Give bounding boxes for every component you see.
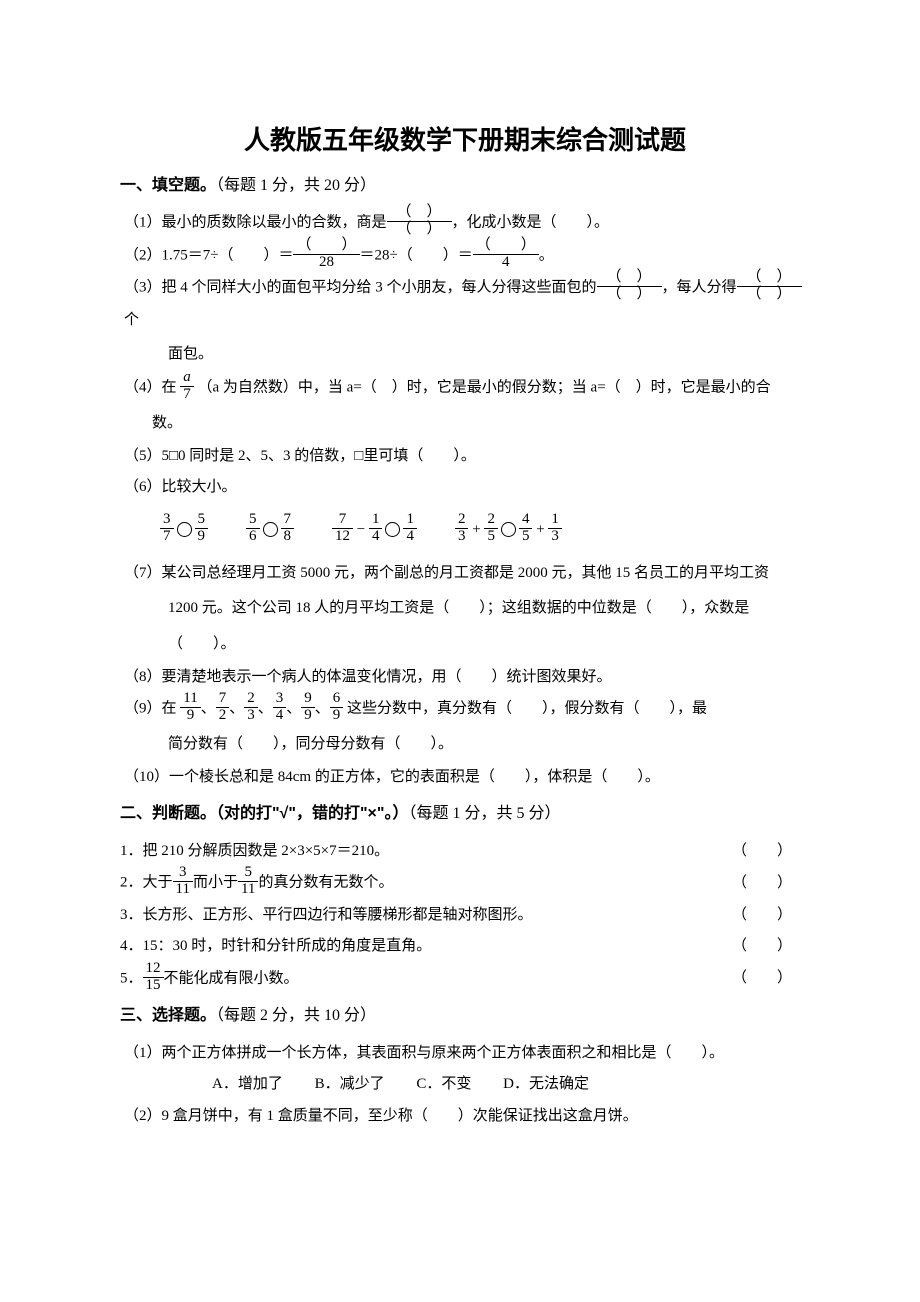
q3-suffix: 个 xyxy=(124,312,139,328)
q1-prefix: （1）最小的质数除以最小的合数，商是 xyxy=(124,215,387,231)
section-1-header: 一、填空题。（每题 1 分，共 20 分） xyxy=(120,171,810,201)
choice-2: （2）9 盒月饼中，有 1 盒质量不同，至少称（ ）次能保证找出这盒月饼。 xyxy=(124,1101,810,1133)
judge-answer-blank: （ ） xyxy=(732,963,792,995)
q2-prefix: （2）1.75＝7÷（ ）＝ xyxy=(124,248,293,264)
judge-2-text: 2．大于311而小于511的真分数有无数个。 xyxy=(120,867,393,900)
q7-line1: （7）某公司总经理月工资 5000 元，两个副总的月工资都是 2000 元，其他… xyxy=(124,565,769,581)
q9-suffix: 这些分数中，真分数有（ ），假分数有（ ），最 xyxy=(347,701,707,717)
section-1-note: （每题 1 分，共 20 分） xyxy=(216,177,376,194)
q4-line2: 数。 xyxy=(152,405,810,441)
section-3-header: 三、选择题。（每题 2 分，共 10 分） xyxy=(120,1001,810,1031)
q3-frac2: （ ）（ ） xyxy=(737,270,802,303)
q4-mid: （a 为自然数）中，当 a=（ ）时，它是最小的假分数；当 a=（ ）时，它是最… xyxy=(198,380,771,396)
q7-line2: 1200 元。这个公司 18 人的月平均工资是（ ）；这组数据的中位数是（ ），… xyxy=(168,590,810,626)
q4-frac: a7 xyxy=(180,370,194,403)
q7-line3: （ ）。 xyxy=(168,626,810,662)
q3-prefix: （3）把 4 个同样大小的面包平均分给 3 个小朋友，每人分得这些面包的 xyxy=(124,280,597,296)
q1: （1）最小的质数除以最小的合数，商是（ ）（ ），化成小数是（ ）。 xyxy=(124,207,810,240)
q1-fraction: （ ）（ ） xyxy=(387,205,452,238)
section-3-bold: 三、选择题。 xyxy=(120,1007,216,1024)
compare-g3: 712 − 1414 xyxy=(332,514,417,547)
q3-mid: ，每人分得 xyxy=(662,280,737,296)
choice-1-opt-b: B．减少了 xyxy=(315,1069,385,1101)
section-2-bold: 二、判断题。（对的打"√"，错的打"×"。） xyxy=(120,805,408,822)
compare-g2: 5678 xyxy=(246,514,294,547)
compare-g1: 3759 xyxy=(160,514,208,547)
choice-1-opt-a: A．增加了 xyxy=(212,1069,283,1101)
compare-g4: 23 + 2545 + 13 xyxy=(455,514,562,547)
q9-prefix: （9）在 xyxy=(124,701,177,717)
q4-prefix: （4）在 xyxy=(124,380,177,396)
circle-icon xyxy=(263,522,278,537)
q10: （10）一个棱长总和是 84cm 的正方体，它的表面积是（ ），体积是（ ）。 xyxy=(124,762,810,794)
choice-1-opt-c: C．不变 xyxy=(416,1069,471,1101)
q2-suffix: 。 xyxy=(539,248,554,264)
judge-1-text: 1．把 210 分解质因数是 2×3×5×7＝210。 xyxy=(120,836,389,868)
q4: （4）在 a7 （a 为自然数）中，当 a=（ ）时，它是最小的假分数；当 a=… xyxy=(124,372,810,441)
judge-4: 4．15：30 时，时针和分针所成的角度是直角。 （ ） xyxy=(120,931,810,963)
section-1-bold: 一、填空题。 xyxy=(120,177,216,194)
q2: （2）1.75＝7÷（ ）＝（ ）28＝28÷（ ）＝（ ）4。 xyxy=(124,240,810,273)
q7: （7）某公司总经理月工资 5000 元，两个副总的月工资都是 2000 元，其他… xyxy=(124,558,810,662)
choice-1-opt-d: D．无法确定 xyxy=(503,1069,589,1101)
judge-2: 2．大于311而小于511的真分数有无数个。 （ ） xyxy=(120,867,810,900)
section-3-note: （每题 2 分，共 10 分） xyxy=(216,1007,376,1024)
circle-icon xyxy=(501,522,516,537)
judge-3-text: 3．长方形、正方形、平行四边行和等腰梯形都是轴对称图形。 xyxy=(120,900,533,932)
q6-compare-row: 3759 5678 712 − 1414 23 + 2545 + 13 xyxy=(160,514,810,547)
q3-frac1: （ ）（ ） xyxy=(597,270,662,303)
q2-mid: ＝28÷（ ）＝ xyxy=(360,248,473,264)
q5: （5）5□0 同时是 2、5、3 的倍数，□里可填（ ）。 xyxy=(124,441,810,473)
judge-answer-blank: （ ） xyxy=(732,836,792,868)
section-2-note: （每题 1 分，共 5 分） xyxy=(408,805,560,822)
circle-icon xyxy=(177,522,192,537)
choice-1-options: A．增加了 B．减少了 C．不变 D．无法确定 xyxy=(212,1069,810,1101)
judge-1: 1．把 210 分解质因数是 2×3×5×7＝210。 （ ） xyxy=(120,836,810,868)
q3: （3）把 4 个同样大小的面包平均分给 3 个小朋友，每人分得这些面包的（ ）（… xyxy=(124,272,810,372)
q9-line2: 简分数有（ ），同分母分数有（ ）。 xyxy=(168,726,810,762)
q2-frac1: （ ）28 xyxy=(293,238,359,271)
judge-answer-blank: （ ） xyxy=(732,868,792,900)
judge-5: 5．1215不能化成有限小数。 （ ） xyxy=(120,963,810,996)
q9: （9）在 119、72、23、34、99、69 这些分数中，真分数有（ ），假分… xyxy=(124,693,810,762)
section-2-header: 二、判断题。（对的打"√"，错的打"×"。）（每题 1 分，共 5 分） xyxy=(120,799,810,829)
circle-icon xyxy=(385,522,400,537)
judge-answer-blank: （ ） xyxy=(732,900,792,932)
judge-4-text: 4．15：30 时，时针和分针所成的角度是直角。 xyxy=(120,931,431,963)
q1-suffix: ，化成小数是（ ）。 xyxy=(452,215,610,231)
judge-5-text: 5．1215不能化成有限小数。 xyxy=(120,963,299,996)
choice-1: （1）两个正方体拼成一个长方体，其表面积与原来两个正方体表面积之和相比是（ ）。 xyxy=(124,1038,810,1070)
judge-3: 3．长方形、正方形、平行四边行和等腰梯形都是轴对称图形。 （ ） xyxy=(120,900,810,932)
q3-line2: 面包。 xyxy=(168,336,810,372)
page-title: 人教版五年级数学下册期末综合测试题 xyxy=(120,120,810,157)
q6: （6）比较大小。 xyxy=(124,472,810,504)
q2-frac2: （ ）4 xyxy=(473,238,539,271)
q8: （8）要清楚地表示一个病人的体温变化情况，用（ ）统计图效果好。 xyxy=(124,662,810,694)
judge-answer-blank: （ ） xyxy=(732,931,792,963)
